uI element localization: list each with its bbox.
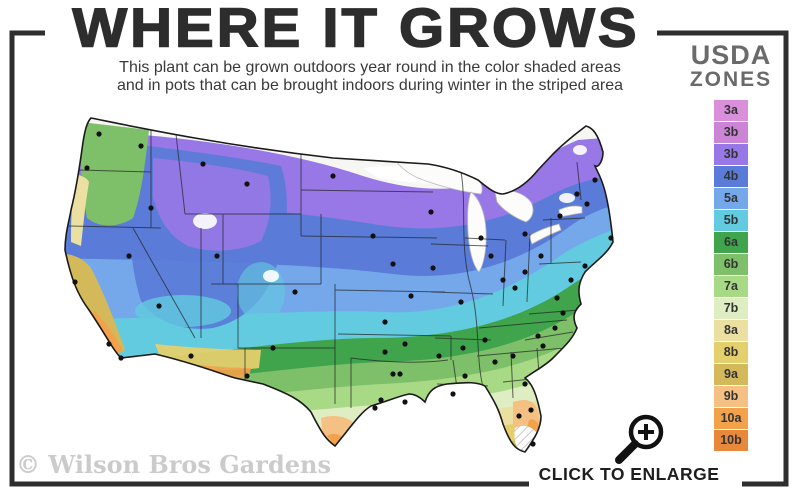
city-dot (428, 209, 434, 215)
city-dot (84, 165, 90, 171)
city-dot (528, 407, 534, 413)
city-dot (458, 299, 464, 305)
city-dot (516, 413, 522, 419)
city-dot (390, 261, 396, 267)
city-dot (574, 191, 580, 197)
city-dot (72, 279, 78, 285)
city-dot (530, 441, 536, 447)
city-dot (397, 371, 403, 377)
city-dot (500, 277, 506, 283)
magnifier-plus-icon[interactable] (608, 406, 672, 470)
city-dot (538, 253, 544, 259)
city-dot (148, 205, 154, 211)
zone-chip: 4b (714, 166, 748, 187)
watermark: © Wilson Bros Gardens (16, 450, 331, 479)
city-dot (522, 381, 528, 387)
city-dot (378, 397, 384, 403)
city-dot (460, 345, 466, 351)
zone-chip: 6b (714, 254, 748, 275)
zone-chip: 3a (714, 100, 748, 121)
city-dot (584, 201, 590, 207)
city-dot (535, 333, 541, 339)
city-dot (430, 265, 436, 271)
city-dots (72, 131, 614, 447)
zone-chip: 7b (714, 298, 748, 319)
zone-chip: 5a (714, 188, 748, 209)
city-dot (482, 337, 488, 343)
city-dot (402, 341, 408, 347)
city-dot (436, 353, 442, 359)
zone-chip: 8a (714, 320, 748, 341)
city-dot (372, 405, 378, 411)
zone-chip: 3b (714, 122, 748, 143)
city-dot (540, 343, 546, 349)
city-dot (370, 233, 376, 239)
legend-title-usda: USDA (690, 40, 772, 70)
city-dot (557, 213, 563, 219)
click-to-enlarge-label[interactable]: CLICK TO ENLARGE (538, 464, 720, 484)
subtitle-line-1: This plant can be grown outdoors year ro… (119, 59, 621, 76)
city-dot (96, 131, 102, 137)
legend-title-zones: ZONES (689, 68, 773, 91)
city-dot (478, 235, 484, 241)
page-title: WHERE IT GROWS (72, 0, 640, 59)
zone-chip-list: 3a 3b 3b 4b 5a 5b 6a 6b 7a 7b 8a 8b 9a 9b 10a 10b (676, 100, 786, 451)
city-dot (492, 359, 498, 365)
usda-zones-legend: USDA ZONES 3a 3b 3b 4b 5a 5b 6a 6b 7a 7b 8a 8b 9a 9b 1… (676, 42, 786, 452)
zone-chip: 9b (714, 386, 748, 407)
city-dot (156, 303, 162, 309)
city-dot (568, 277, 574, 283)
city-dot (330, 173, 336, 179)
subtitle: This plant can be grown outdoors year ro… (15, 59, 725, 95)
zone-chip: 10a (714, 408, 748, 429)
city-dot (592, 177, 598, 183)
zone-chip: 6a (714, 232, 748, 253)
city-dot (450, 391, 456, 397)
city-dot (582, 263, 588, 269)
zone-shading (65, 118, 613, 452)
city-dot (488, 253, 494, 259)
city-dot (382, 349, 388, 355)
city-dot (270, 345, 276, 351)
city-dot (608, 235, 614, 241)
city-dot (106, 341, 112, 347)
city-dot (522, 231, 528, 237)
subtitle-line-2: and in pots that can be brought indoors … (116, 77, 624, 94)
zone-chip: 5b (714, 210, 748, 231)
city-dot (402, 399, 408, 405)
city-dot (118, 355, 124, 361)
city-dot (552, 325, 558, 331)
city-dot (244, 373, 250, 379)
city-dot (462, 373, 468, 379)
city-dot (244, 181, 250, 187)
city-dot (554, 295, 560, 301)
zone-chip: 7a (714, 276, 748, 297)
city-dot (214, 253, 220, 259)
great-lakes (394, 156, 583, 273)
city-dot (390, 371, 396, 377)
city-dot (522, 269, 528, 275)
city-dot (512, 285, 518, 291)
zone-chip: 9a (714, 364, 748, 385)
city-dot (560, 310, 566, 316)
zone-chip: 10b (714, 430, 748, 451)
city-dot (188, 353, 194, 359)
city-dot (138, 143, 144, 149)
city-dot (126, 253, 132, 259)
city-dot (408, 293, 414, 299)
city-dot (510, 353, 516, 359)
usda-zone-map[interactable] (33, 106, 663, 484)
zone-chip: 3b (714, 144, 748, 165)
city-dot (382, 319, 388, 325)
city-dot (292, 289, 298, 295)
city-dot (200, 161, 206, 167)
zone-chip: 8b (714, 342, 748, 363)
